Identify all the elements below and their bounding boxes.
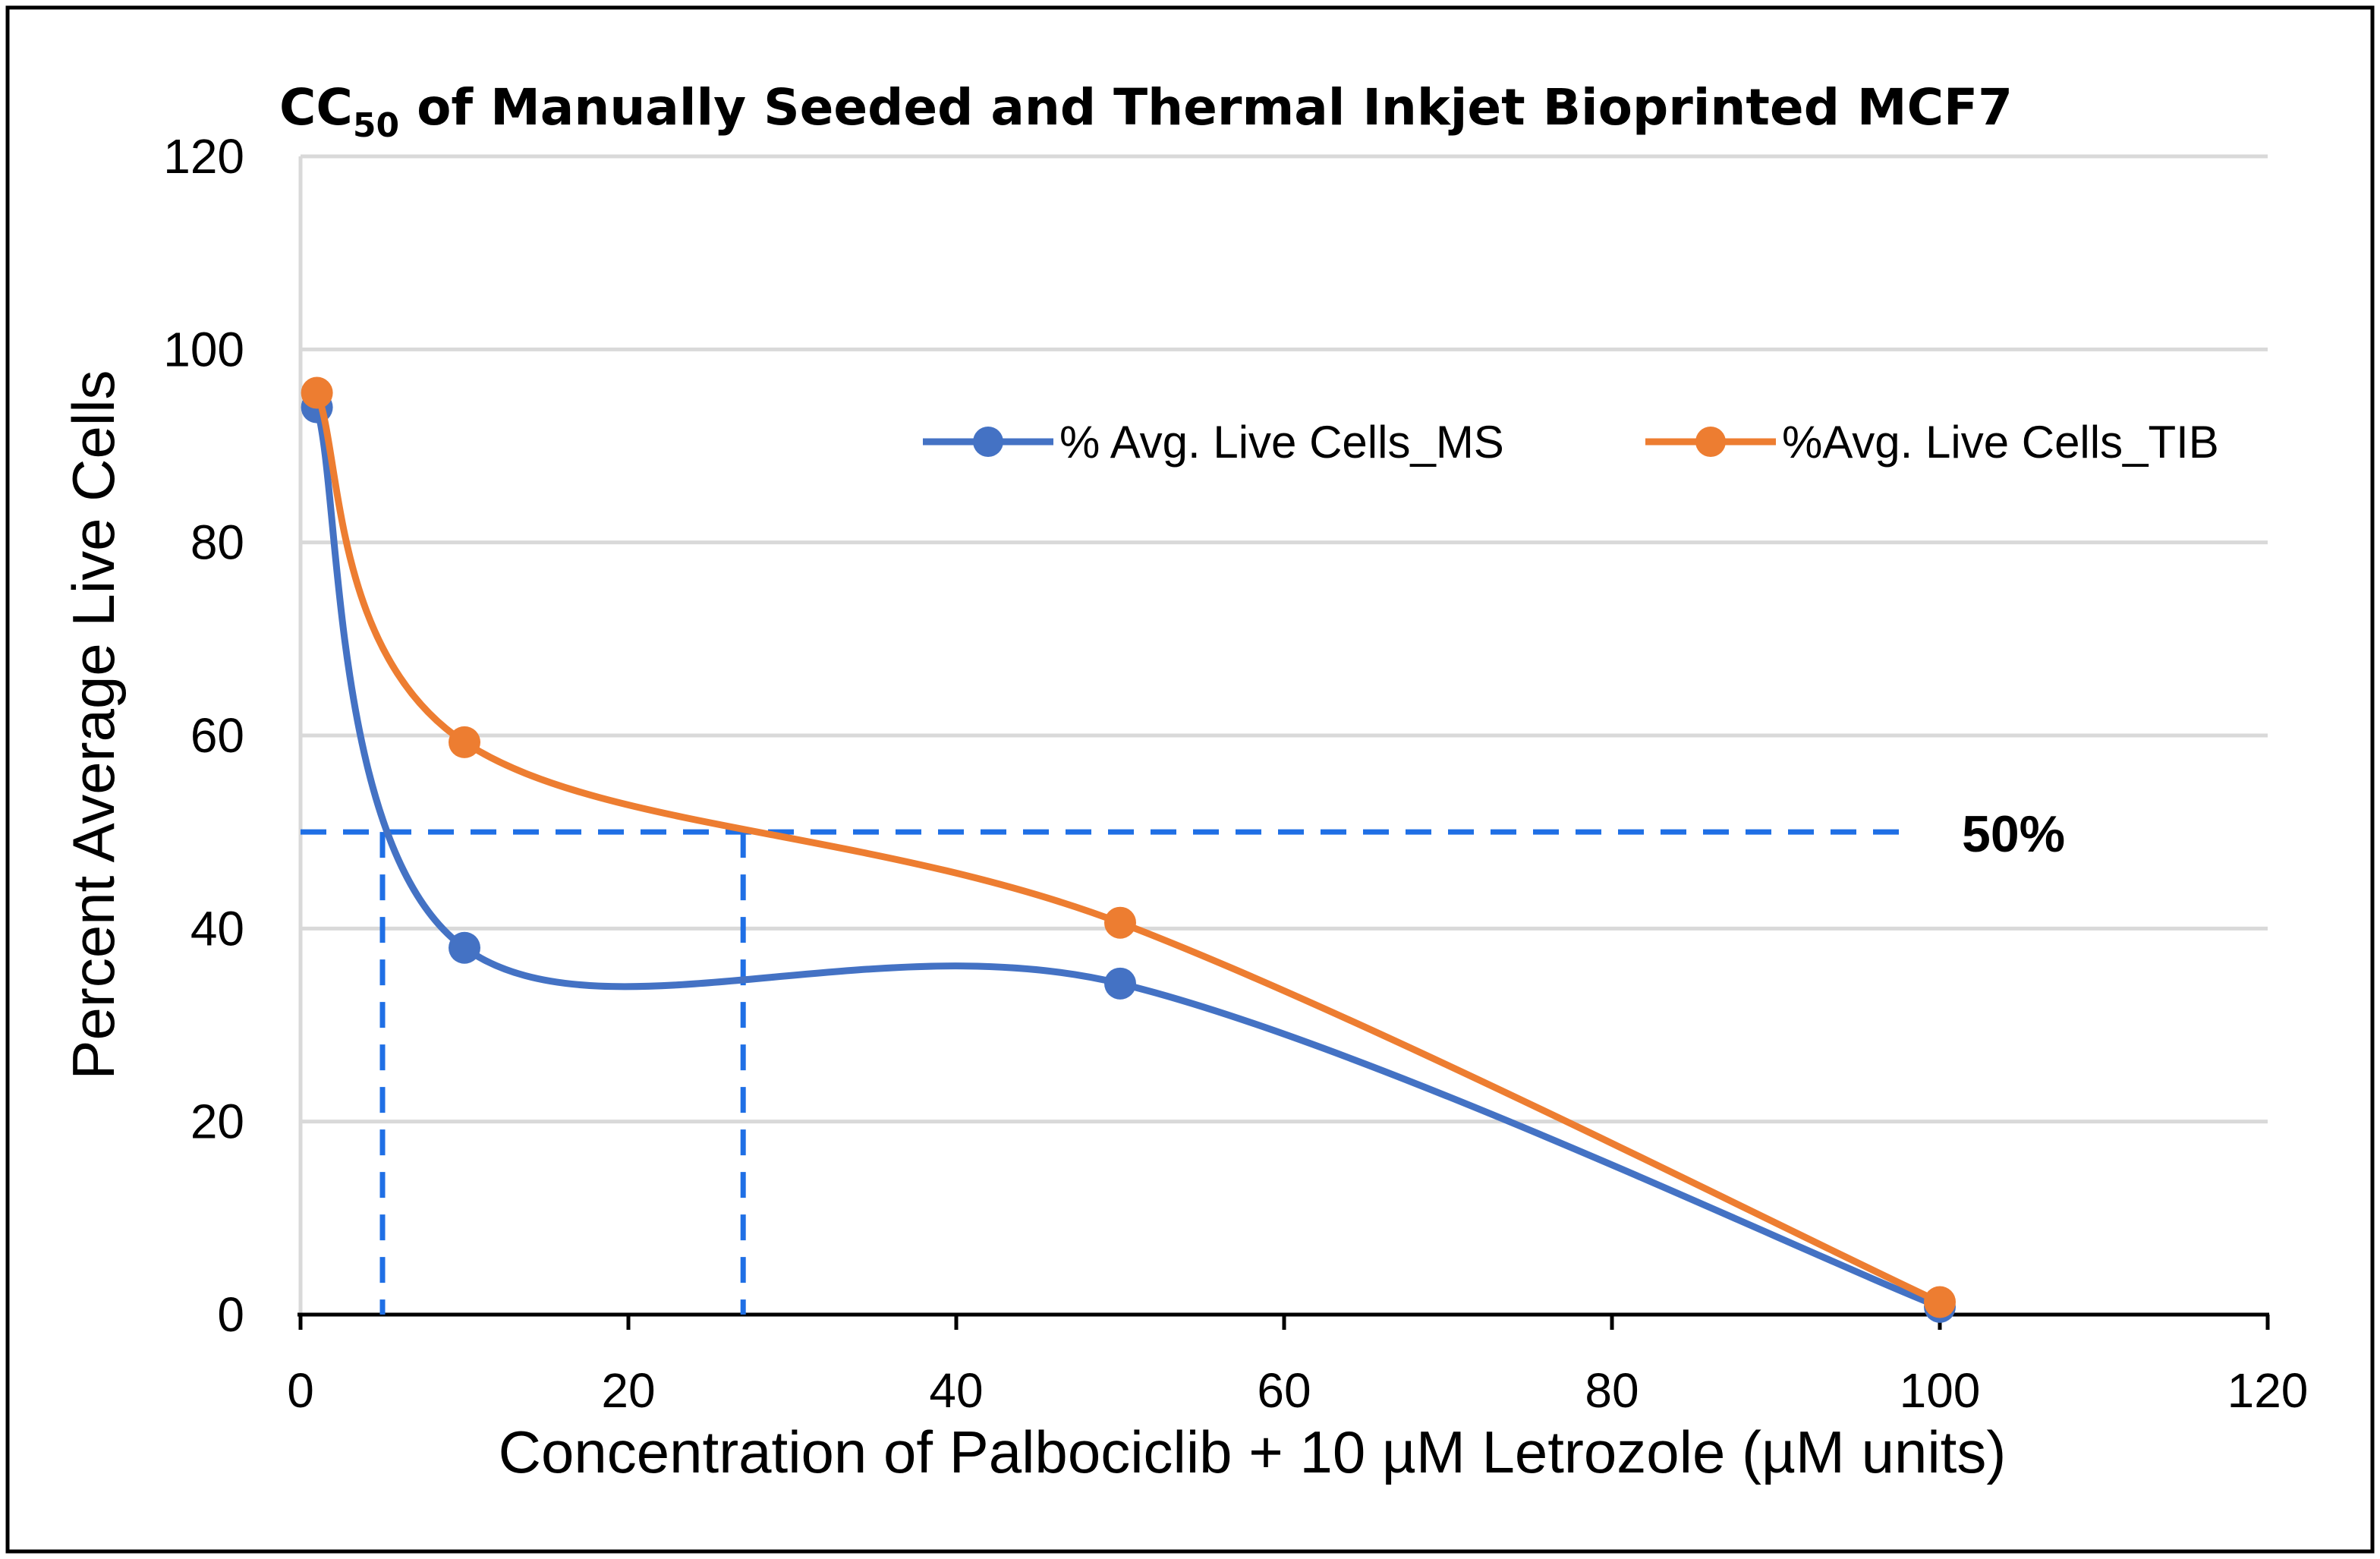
data-point-tib-x10	[449, 726, 480, 758]
y-tick-label-120: 120	[163, 129, 244, 184]
x-tick-label-0: 0	[287, 1363, 314, 1418]
series-layer	[301, 376, 1956, 1323]
chart-title-subscript: 50	[353, 106, 399, 145]
series-tib	[301, 376, 1956, 1318]
x-tick-label-20: 20	[601, 1363, 655, 1418]
y-axis-label: Percent Average Live Cells	[60, 370, 127, 1079]
figure-border	[5, 5, 2375, 1554]
legend-marker-tib	[1695, 427, 1726, 457]
x-tick-label-40: 40	[929, 1363, 983, 1418]
x-tick-label-60: 60	[1257, 1363, 1311, 1418]
data-point-ms-x10	[449, 931, 480, 964]
series-line-tib	[313, 389, 1944, 1305]
y-tick-label-20: 20	[190, 1094, 244, 1149]
y-tick-label-100: 100	[163, 322, 244, 376]
x-tick-label-100: 100	[1900, 1363, 1981, 1418]
data-point-ms-x50	[1104, 967, 1136, 1000]
data-point-tib-x50	[1104, 906, 1136, 939]
data-point-tib-x1	[301, 376, 333, 409]
chart-title-rest: of Manually Seeded and Thermal Inkjet Bi…	[399, 78, 2013, 137]
legend-label-ms: % Avg. Live Cells_MS	[1059, 417, 1504, 468]
y-tick-label-0: 0	[217, 1287, 244, 1342]
tick-labels: 0 20 40 60 80 100 120 0 20 40 60 80 100 120	[163, 129, 2308, 1418]
legend: % Avg. Live Cells_MS %Avg. Live Cells_TI…	[923, 417, 2219, 468]
legend-label-tib: %Avg. Live Cells_TIB	[1782, 417, 2219, 468]
series-line-ms	[313, 404, 1944, 1311]
x-tick-label-120: 120	[2227, 1363, 2309, 1418]
gridlines	[301, 154, 2268, 1124]
x-tick-label-80: 80	[1585, 1363, 1639, 1418]
x-axis-label: Concentration of Palbociclib + 10 µM Let…	[499, 1419, 2007, 1485]
y-tick-label-80: 80	[190, 515, 244, 570]
fifty-percent-label: 50%	[1962, 805, 2065, 863]
legend-entry-tib: %Avg. Live Cells_TIB	[1645, 417, 2219, 468]
legend-marker-ms	[973, 427, 1003, 457]
y-tick-label-40: 40	[190, 901, 244, 956]
chart-title: CC50 of Manually Seeded and Thermal Inkj…	[279, 78, 2013, 145]
data-point-tib-x100	[1924, 1286, 1956, 1318]
reference-lines	[301, 829, 1907, 1315]
legend-entry-ms: % Avg. Live Cells_MS	[923, 417, 1504, 468]
y-tick-label-60: 60	[190, 708, 244, 763]
